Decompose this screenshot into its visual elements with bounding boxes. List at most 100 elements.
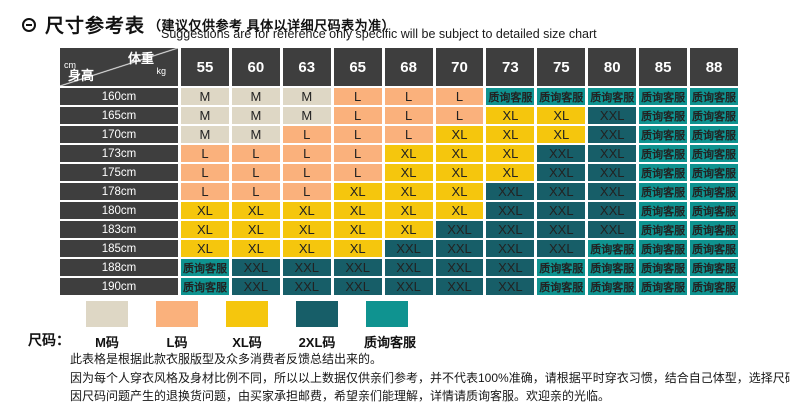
size-cell: 质询客服 [588,88,637,105]
height-label-183cm: 183cm [60,221,178,238]
size-cell: L [231,164,280,181]
size-cell: 质询客服 [639,278,688,295]
weight-header-68: 68 [384,48,433,86]
size-cell: XL [486,145,535,162]
table-row: 188cm 质询客服 XXL XXL XXL XXL XXL XXL 质询客服 质询客服 质询客服质… [60,259,738,276]
size-cell: XL [384,202,433,219]
height-label-175cm: 175cm [60,164,178,181]
size-cell: 质询客服 [639,107,688,124]
size-cell: XL [384,145,433,162]
size-cell: L [333,145,382,162]
size-cell: L [384,126,433,143]
size-cell: L [282,126,331,143]
size-cell: XL [486,126,535,143]
size-cell: XXL [384,278,433,295]
size-cell: 质询客服 [639,126,688,143]
legend-swatch [156,301,198,327]
weight-header-80: 80 [588,48,637,86]
size-cell: XXL [435,278,484,295]
legend-name: 2XL码 [298,335,336,350]
size-cell: XXL [384,259,433,276]
collapse-minus-icon[interactable] [22,17,36,32]
note-line: 因尺码问题产生的退换货问题，由买家承担邮费，希望亲们能理解，详情请质询客服。欢迎… [70,389,611,403]
table-row: 178cm L L L XL XL XL XXL XXL XXL 质询客服 质询客服 [60,183,738,200]
height-label-178cm: 178cm [60,183,178,200]
size-cell: 质询客服 [690,88,738,105]
size-cell: XXL [588,164,637,181]
size-cell: XL [384,221,433,238]
height-label-188cm: 188cm [60,259,178,276]
legend-item: 2XL码 [294,301,340,351]
size-cell: XL [333,240,382,257]
size-cell: L [231,183,280,200]
size-cell: L [181,164,229,181]
size-reference-table: 体重 kg cm 身高 55 60 63 65 68 70 73 75 80 85 88 160cm… [57,46,741,297]
size-cell: L [333,126,382,143]
table-row: 180cm XL XL XL XL XL XL XXL XXL XXL 质询客服 质询客服 [60,202,738,219]
size-cell: M [181,107,229,124]
size-cell: M [282,88,331,105]
size-cell: XL [181,221,229,238]
size-cell: M [231,126,280,143]
size-cell: M [181,88,229,105]
table-row: 160cm M M M L L L 质询客服 质询客服 质询客服 质询客服 质询客服 [60,88,738,105]
page-title: 尺寸参考表 [45,16,146,37]
page-header: 尺寸参考表 （建议仅供参考 具体以详细尺码表为准） [22,11,395,38]
size-cell: L [333,164,382,181]
size-cell: XXL [333,259,382,276]
size-cell: XL [384,164,433,181]
size-cell: 质询客服 [639,145,688,162]
size-cell: 质询客服 [537,259,586,276]
size-cell: XXL [486,221,535,238]
height-label-180cm: 180cm [60,202,178,219]
size-cell: 质询客服 [588,278,637,295]
size-cell: L [384,88,433,105]
weight-header-75: 75 [537,48,586,86]
size-cell: L [435,107,484,124]
size-cell: 质询客服 [537,88,586,105]
size-cell: XXL [537,145,586,162]
weight-header-73: 73 [486,48,535,86]
size-cell: M [181,126,229,143]
size-cell: XXL [282,259,331,276]
size-cell: XXL [588,126,637,143]
corner-height-label: 身高 [68,68,95,83]
size-cell: M [231,88,280,105]
size-cell: XXL [435,221,484,238]
size-cell: 质询客服 [639,221,688,238]
size-cell: XL [282,221,331,238]
size-cell: L [282,145,331,162]
legend-label: 尺码： [28,332,70,348]
legend-swatch [86,301,128,327]
size-cell: XXL [588,202,637,219]
size-cell: L [231,145,280,162]
size-cell: L [282,164,331,181]
notes-block: 此表格是根据此款衣服版型及众多消费者反馈总结出来的。 因为每个人穿衣风格及身材比例… [70,350,790,406]
weight-header-63: 63 [282,48,331,86]
size-cell: L [333,107,382,124]
table-row: 183cm XL XL XL XL XL XXL XXL XXL XXL 质询客服 质询客服 [60,221,738,238]
height-label-190cm: 190cm [60,278,178,295]
legend-item: XL码 [224,301,270,351]
size-cell: 质询客服 [537,278,586,295]
corner-kg-unit: kg [156,66,166,76]
size-cell: 质询客服 [690,259,738,276]
size-cell: 质询客服 [690,221,738,238]
size-cell: XXL [588,145,637,162]
size-cell: 质询客服 [690,240,738,257]
size-cell: XL [333,221,382,238]
size-cell: 质询客服 [639,183,688,200]
weight-header-60: 60 [231,48,280,86]
size-cell: XL [231,240,280,257]
legend-swatch [226,301,268,327]
size-cell: 质询客服 [486,88,535,105]
size-cell: XXL [537,240,586,257]
size-cell: XXL [588,107,637,124]
size-cell: XXL [537,164,586,181]
legend-name: 质询客服 [364,335,417,350]
size-cell: XL [435,145,484,162]
size-cell: M [282,107,331,124]
height-label-170cm: 170cm [60,126,178,143]
height-label-185cm: 185cm [60,240,178,257]
note-line: 因为每个人穿衣风格及身材比例不同，所以以上数据仅供亲们参考，并不代表100%准确… [70,370,790,385]
